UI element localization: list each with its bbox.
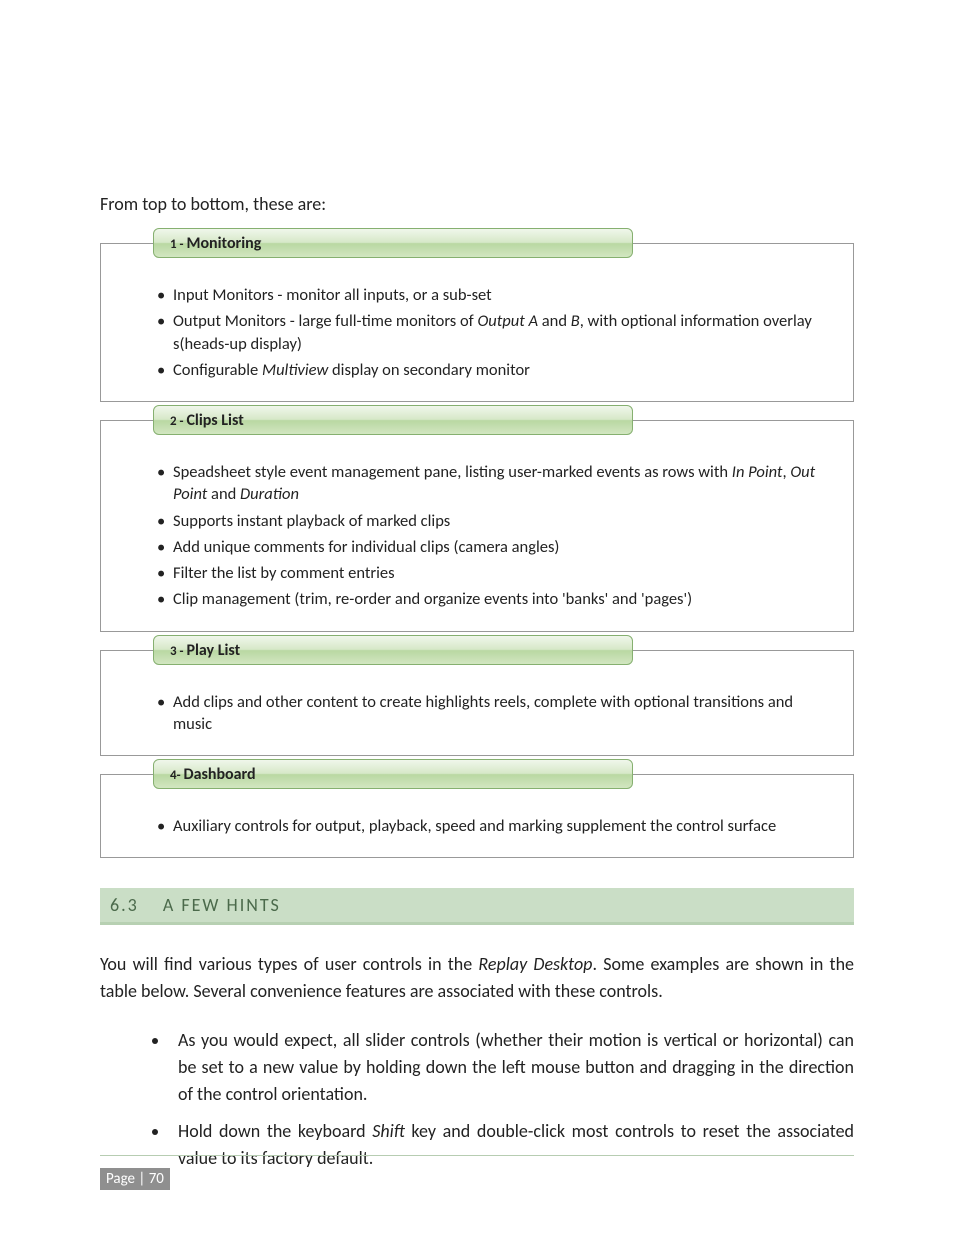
section-bullet-list: Input Monitors - monitor all inputs, or …: [157, 284, 833, 381]
bullet-item: Supports instant playback of marked clip…: [157, 510, 833, 532]
bullet-item: Auxiliary controls for output, playback,…: [157, 815, 833, 837]
section-heading: 6.3 A FEW HINTS: [100, 888, 854, 925]
section-number: 1: [170, 237, 177, 252]
section-title: 2 - Clips List: [153, 405, 633, 435]
page-footer: Page | 70: [100, 1155, 854, 1190]
section-title: 4- Dashboard: [153, 759, 633, 789]
intro-text: From top to bottom, these are:: [100, 193, 854, 215]
section-name: Play List: [186, 641, 240, 660]
hints-paragraph: You will find various types of user cont…: [100, 951, 854, 1005]
hint-item: As you would expect, all slider controls…: [170, 1027, 854, 1108]
bullet-item: Output Monitors - large full-time monito…: [157, 310, 833, 355]
section-number: 4: [170, 768, 177, 783]
section-bullet-list: Speadsheet style event management pane, …: [157, 461, 833, 611]
section-name: Dashboard: [184, 765, 256, 784]
section-dash: -: [177, 768, 184, 783]
section-number: 3: [170, 644, 177, 659]
section-number: 2: [170, 414, 177, 429]
heading-title: A FEW HINTS: [163, 894, 281, 916]
section-box: 1 - MonitoringInput Monitors - monitor a…: [100, 243, 854, 402]
page: From top to bottom, these are: 1 - Monit…: [0, 0, 954, 1250]
sections-container: 1 - MonitoringInput Monitors - monitor a…: [100, 243, 854, 858]
section-dash: -: [177, 237, 187, 252]
page-number-badge: Page | 70: [100, 1168, 170, 1190]
bullet-item: Filter the list by comment entries: [157, 562, 833, 584]
bullet-item: Add unique comments for individual clips…: [157, 536, 833, 558]
section-box: 3 - Play ListAdd clips and other content…: [100, 650, 854, 757]
section-box: 2 - Clips ListSpeadsheet style event man…: [100, 420, 854, 632]
hints-list: As you would expect, all slider controls…: [100, 1027, 854, 1172]
bullet-item: Configurable Multiview display on second…: [157, 359, 833, 381]
section-dash: -: [177, 644, 187, 659]
section-bullet-list: Auxiliary controls for output, playback,…: [157, 815, 833, 837]
bullet-item: Input Monitors - monitor all inputs, or …: [157, 284, 833, 306]
section-title: 3 - Play List: [153, 635, 633, 665]
bullet-item: Speadsheet style event management pane, …: [157, 461, 833, 506]
heading-number: 6.3: [110, 894, 139, 916]
section-box: 4- DashboardAuxiliary controls for outpu…: [100, 774, 854, 858]
section-name: Monitoring: [186, 234, 261, 253]
section-title: 1 - Monitoring: [153, 228, 633, 258]
bullet-item: Add clips and other content to create hi…: [157, 691, 833, 736]
section-dash: -: [177, 414, 187, 429]
section-name: Clips List: [186, 411, 243, 430]
footer-rule: [100, 1155, 854, 1156]
bullet-item: Clip management (trim, re-order and orga…: [157, 588, 833, 610]
section-bullet-list: Add clips and other content to create hi…: [157, 691, 833, 736]
